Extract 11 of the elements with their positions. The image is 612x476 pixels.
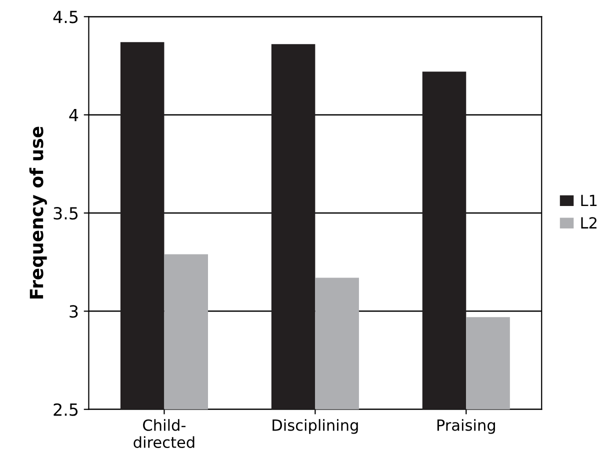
y-axis-title: Frequency of use bbox=[29, 126, 47, 299]
legend-label: L1 bbox=[581, 194, 597, 206]
x-tick-label: Praising bbox=[437, 419, 495, 434]
y-tick-label: 4.5 bbox=[53, 10, 78, 24]
y-tick-label: 4 bbox=[69, 109, 78, 122]
y-tick-label: 3 bbox=[70, 305, 78, 318]
y-tick-label: 3.5 bbox=[54, 206, 78, 220]
legend-label: L2 bbox=[581, 217, 596, 228]
x-tick-label: Disciplining bbox=[272, 419, 358, 434]
x-tick-label: Child- directed bbox=[134, 419, 194, 448]
y-tick-label: 2.5 bbox=[54, 403, 78, 416]
